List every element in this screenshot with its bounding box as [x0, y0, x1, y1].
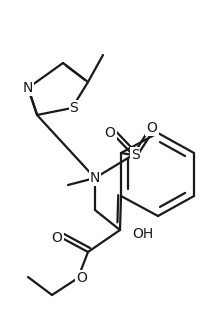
- Text: S: S: [131, 148, 139, 162]
- Text: S: S: [70, 101, 78, 115]
- Text: O: O: [51, 231, 62, 245]
- Text: N: N: [90, 171, 100, 185]
- Text: O: O: [147, 121, 157, 135]
- Text: O: O: [77, 271, 87, 285]
- Text: O: O: [104, 126, 115, 140]
- Text: OH: OH: [132, 227, 154, 241]
- Text: N: N: [23, 81, 33, 95]
